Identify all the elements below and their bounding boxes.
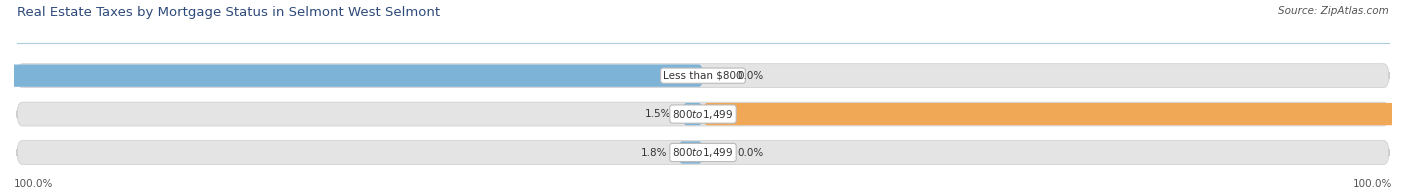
- FancyBboxPatch shape: [682, 103, 703, 125]
- FancyBboxPatch shape: [703, 103, 1406, 125]
- Text: 1.8%: 1.8%: [641, 147, 668, 158]
- FancyBboxPatch shape: [17, 102, 1389, 126]
- Text: 0.0%: 0.0%: [738, 147, 763, 158]
- FancyBboxPatch shape: [678, 141, 703, 164]
- Text: Real Estate Taxes by Mortgage Status in Selmont West Selmont: Real Estate Taxes by Mortgage Status in …: [17, 6, 440, 19]
- FancyBboxPatch shape: [17, 64, 1389, 88]
- Text: 100.0%: 100.0%: [14, 179, 53, 189]
- Text: 100.0%: 100.0%: [1353, 179, 1392, 189]
- Text: Source: ZipAtlas.com: Source: ZipAtlas.com: [1278, 6, 1389, 16]
- Text: $800 to $1,499: $800 to $1,499: [672, 108, 734, 121]
- Text: $800 to $1,499: $800 to $1,499: [672, 146, 734, 159]
- FancyBboxPatch shape: [0, 65, 703, 87]
- Text: Less than $800: Less than $800: [664, 71, 742, 81]
- Text: 0.0%: 0.0%: [738, 71, 763, 81]
- FancyBboxPatch shape: [17, 141, 1389, 164]
- Text: 1.5%: 1.5%: [645, 109, 671, 119]
